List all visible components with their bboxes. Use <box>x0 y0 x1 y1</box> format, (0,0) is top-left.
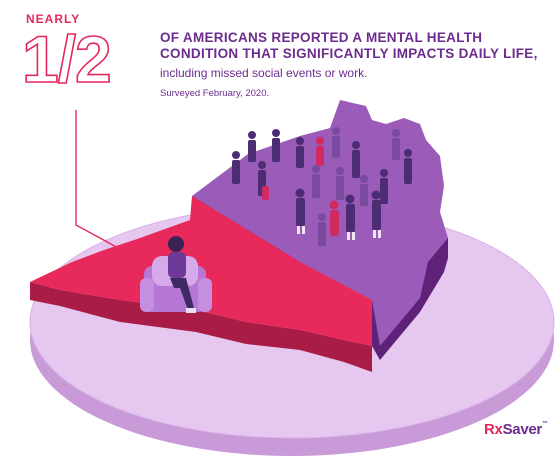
stat-fraction: 1/2 <box>21 22 112 96</box>
logo-name: Saver <box>502 421 543 438</box>
logo-rx: Rx <box>484 421 503 438</box>
person-in-armchair-icon <box>140 236 212 313</box>
stat-subline: including missed social events or work. <box>160 66 368 80</box>
stat-prefix: NEARLY <box>26 12 81 26</box>
crowd-of-people-icon <box>232 127 412 246</box>
survey-date: Surveyed February, 2020. <box>160 88 270 99</box>
map-west-side <box>30 282 372 372</box>
logo-tm: ™ <box>541 421 548 427</box>
rxsaver-logo: RxSaver™ <box>484 421 548 438</box>
stat-headline: OF AMERICANS REPORTED A MENTAL HEALTH CO… <box>160 30 538 61</box>
